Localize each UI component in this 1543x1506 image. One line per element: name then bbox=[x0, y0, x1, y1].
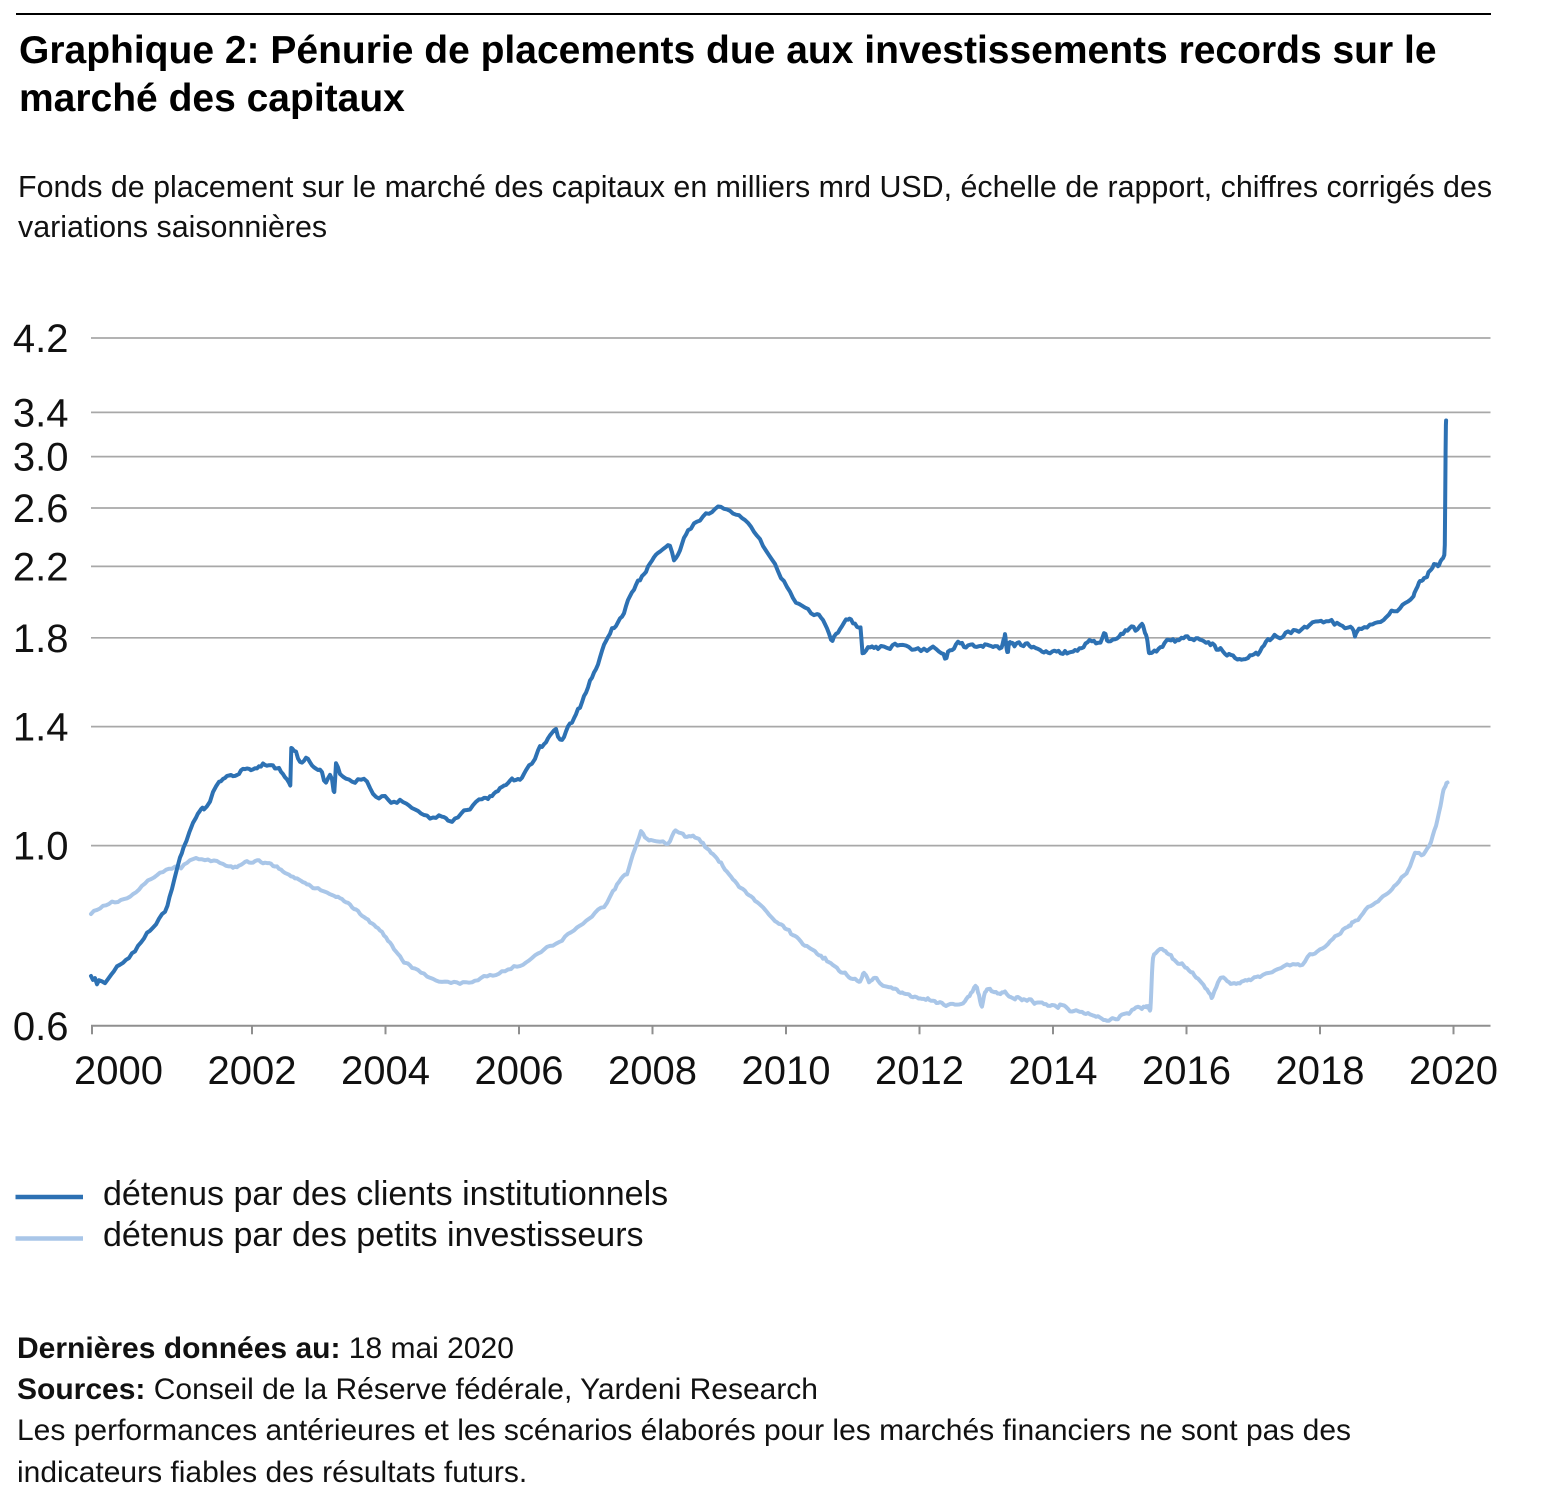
svg-text:1.4: 1.4 bbox=[13, 706, 69, 750]
svg-text:2004: 2004 bbox=[341, 1049, 430, 1093]
svg-text:0.6: 0.6 bbox=[13, 1005, 69, 1049]
svg-text:2016: 2016 bbox=[1142, 1049, 1231, 1093]
svg-text:2008: 2008 bbox=[608, 1049, 697, 1093]
svg-text:3.4: 3.4 bbox=[13, 391, 69, 435]
svg-text:2014: 2014 bbox=[1009, 1049, 1098, 1093]
svg-text:4.2: 4.2 bbox=[13, 317, 69, 361]
svg-text:2000: 2000 bbox=[74, 1049, 163, 1093]
svg-text:1.0: 1.0 bbox=[13, 825, 69, 869]
svg-text:2012: 2012 bbox=[875, 1049, 964, 1093]
svg-text:2002: 2002 bbox=[208, 1049, 297, 1093]
svg-text:2020: 2020 bbox=[1409, 1049, 1498, 1093]
svg-text:2018: 2018 bbox=[1276, 1049, 1365, 1093]
svg-text:2010: 2010 bbox=[742, 1049, 831, 1093]
svg-text:3.0: 3.0 bbox=[13, 436, 69, 480]
svg-text:2.6: 2.6 bbox=[13, 487, 69, 531]
svg-text:2006: 2006 bbox=[475, 1049, 564, 1093]
svg-text:1.8: 1.8 bbox=[13, 617, 69, 661]
svg-text:2.2: 2.2 bbox=[13, 545, 69, 589]
